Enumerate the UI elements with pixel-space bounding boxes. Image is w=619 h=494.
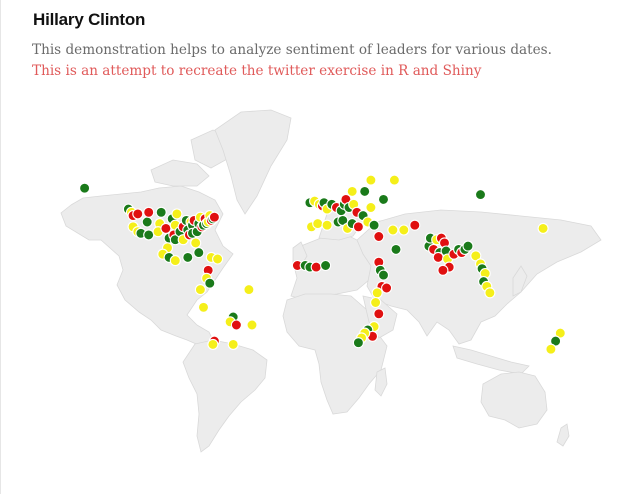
marker-neutral[interactable] bbox=[171, 208, 183, 220]
page-title: Hillary Clinton bbox=[33, 10, 146, 29]
marker-negative[interactable] bbox=[373, 308, 385, 320]
marker-neutral[interactable] bbox=[346, 185, 358, 197]
marker-neutral[interactable] bbox=[212, 253, 224, 265]
marker-neutral[interactable] bbox=[387, 224, 399, 236]
land-madagascar bbox=[374, 367, 388, 397]
marker-neutral[interactable] bbox=[545, 343, 557, 355]
land-indonesia bbox=[452, 345, 530, 375]
marker-positive[interactable] bbox=[352, 337, 364, 349]
marker-neutral[interactable] bbox=[554, 327, 566, 339]
marker-neutral[interactable] bbox=[312, 218, 324, 230]
marker-neutral[interactable] bbox=[398, 224, 410, 236]
marker-positive[interactable] bbox=[462, 240, 474, 252]
marker-negative[interactable] bbox=[310, 261, 322, 273]
marker-neutral[interactable] bbox=[243, 284, 255, 296]
land-africa bbox=[282, 293, 388, 415]
marker-neutral[interactable] bbox=[388, 174, 400, 186]
marker-negative[interactable] bbox=[381, 282, 393, 294]
marker-negative[interactable] bbox=[437, 264, 449, 276]
marker-positive[interactable] bbox=[193, 247, 205, 259]
marker-neutral[interactable] bbox=[190, 237, 202, 249]
land-greenland bbox=[214, 109, 292, 215]
marker-neutral[interactable] bbox=[246, 319, 258, 331]
marker-negative[interactable] bbox=[208, 211, 220, 223]
land-arctic-islands bbox=[150, 159, 210, 187]
marker-neutral[interactable] bbox=[194, 284, 206, 296]
marker-negative[interactable] bbox=[132, 208, 144, 220]
marker-positive[interactable] bbox=[143, 229, 155, 241]
marker-neutral[interactable] bbox=[365, 174, 377, 186]
marker-positive[interactable] bbox=[79, 182, 91, 194]
marker-neutral[interactable] bbox=[370, 296, 382, 309]
marker-neutral[interactable] bbox=[197, 301, 210, 313]
marker-negative[interactable] bbox=[409, 219, 421, 231]
marker-neutral[interactable] bbox=[371, 287, 383, 299]
marker-negative[interactable] bbox=[352, 221, 364, 233]
land-new-zealand bbox=[556, 423, 570, 447]
note-text: This is an attempt to recreate the twitt… bbox=[32, 63, 482, 79]
land-australia bbox=[480, 371, 548, 429]
sentiment-markers bbox=[79, 174, 566, 355]
marker-neutral[interactable] bbox=[207, 338, 219, 350]
marker-positive[interactable] bbox=[141, 216, 153, 228]
marker-positive[interactable] bbox=[204, 277, 216, 289]
land-layer bbox=[60, 109, 602, 453]
marker-positive[interactable] bbox=[155, 206, 167, 218]
marker-neutral[interactable] bbox=[169, 255, 181, 267]
marker-neutral[interactable] bbox=[537, 222, 549, 234]
marker-positive[interactable] bbox=[359, 185, 371, 197]
marker-positive[interactable] bbox=[377, 193, 390, 205]
marker-neutral[interactable] bbox=[470, 250, 482, 262]
marker-positive[interactable] bbox=[377, 269, 390, 281]
marker-neutral[interactable] bbox=[321, 219, 333, 231]
land-japan bbox=[512, 265, 528, 297]
world-map[interactable] bbox=[1, 100, 619, 494]
marker-positive[interactable] bbox=[474, 189, 487, 201]
marker-positive[interactable] bbox=[550, 335, 562, 347]
marker-positive[interactable] bbox=[182, 251, 194, 263]
marker-negative[interactable] bbox=[143, 206, 155, 218]
marker-positive[interactable] bbox=[390, 243, 402, 255]
description-text: This demonstration helps to analyze sent… bbox=[32, 42, 552, 58]
marker-neutral[interactable] bbox=[365, 201, 377, 214]
marker-positive[interactable] bbox=[368, 219, 380, 231]
marker-negative[interactable] bbox=[373, 230, 385, 243]
marker-positive[interactable] bbox=[320, 259, 332, 272]
land-south-america bbox=[182, 339, 268, 453]
marker-neutral[interactable] bbox=[227, 338, 239, 350]
marker-negative[interactable] bbox=[230, 319, 242, 331]
marker-neutral[interactable] bbox=[484, 287, 496, 299]
